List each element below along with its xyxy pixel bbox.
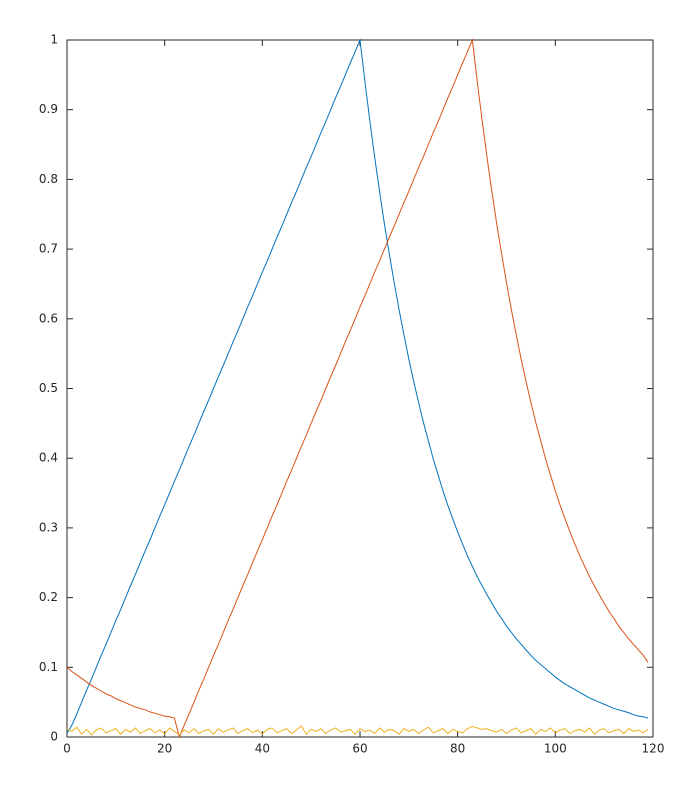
y-tick-label: 0.4 [39, 451, 58, 465]
y-tick-label: 0.6 [39, 311, 58, 325]
y-tick-label: 0 [50, 730, 58, 744]
y-tick-label: 0.1 [39, 660, 58, 674]
data-line [66, 38, 649, 734]
x-tick-label: 80 [450, 742, 465, 756]
data-line [66, 725, 649, 736]
x-tick-label: 120 [642, 742, 665, 756]
y-tick-label: 1 [50, 33, 58, 47]
x-tick-label: 20 [157, 742, 172, 756]
y-tick-label: 0.5 [39, 381, 58, 395]
plot-box [66, 39, 654, 738]
y-tick-label: 0.3 [39, 520, 58, 534]
data-line [66, 38, 649, 739]
y-tick-label: 0.7 [39, 242, 58, 256]
x-tick-label: 60 [352, 742, 367, 756]
x-tick-label: 40 [255, 742, 270, 756]
x-tick-label: 100 [544, 742, 567, 756]
x-tick-label: 0 [63, 742, 71, 756]
y-tick-label: 0.2 [39, 590, 58, 604]
y-tick-label: 0.8 [39, 172, 58, 186]
y-tick-label: 0.9 [39, 102, 58, 116]
